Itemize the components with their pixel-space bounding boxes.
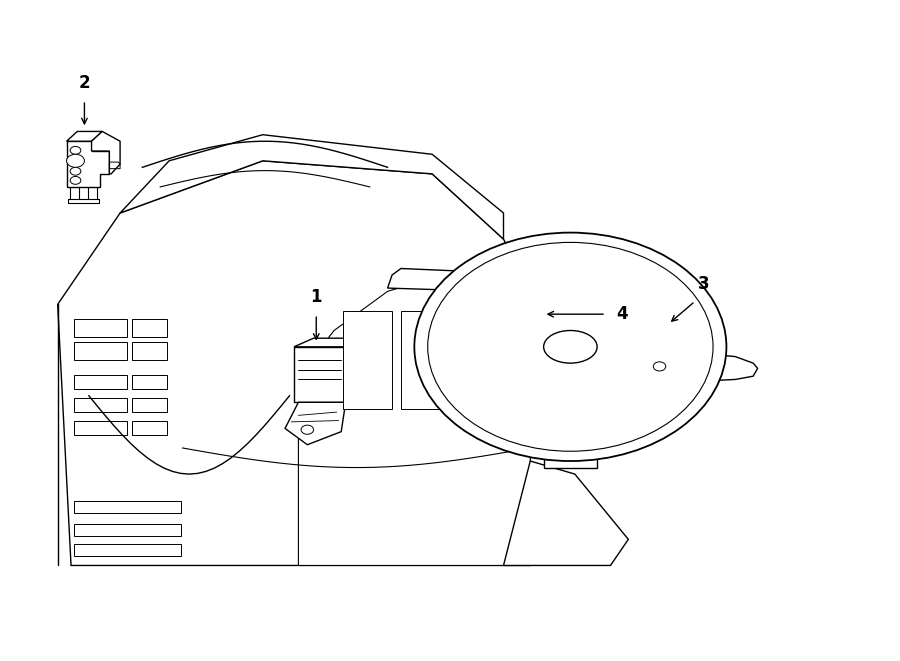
Bar xyxy=(74,544,181,556)
Bar xyxy=(131,342,167,360)
Bar xyxy=(544,389,597,467)
Circle shape xyxy=(70,147,81,154)
Polygon shape xyxy=(669,350,758,383)
Polygon shape xyxy=(294,347,346,403)
Bar xyxy=(74,420,127,435)
Polygon shape xyxy=(388,268,490,292)
Bar xyxy=(131,420,167,435)
Text: 1: 1 xyxy=(310,288,322,306)
Polygon shape xyxy=(58,161,530,565)
Bar xyxy=(74,375,127,389)
Polygon shape xyxy=(646,327,673,406)
Polygon shape xyxy=(92,132,120,174)
Circle shape xyxy=(70,167,81,175)
Bar xyxy=(74,502,181,513)
Polygon shape xyxy=(294,338,365,347)
Bar xyxy=(74,398,127,412)
Text: 4: 4 xyxy=(616,305,628,323)
Text: 2: 2 xyxy=(78,74,90,93)
Polygon shape xyxy=(299,278,530,565)
Bar xyxy=(131,319,167,337)
Bar xyxy=(74,319,127,337)
Polygon shape xyxy=(67,132,103,141)
Polygon shape xyxy=(503,461,628,565)
Ellipse shape xyxy=(428,243,713,451)
Bar xyxy=(131,398,167,412)
Text: 3: 3 xyxy=(698,275,710,293)
Bar xyxy=(401,311,441,408)
Polygon shape xyxy=(646,334,655,399)
Circle shape xyxy=(70,176,81,184)
Circle shape xyxy=(302,425,313,434)
Circle shape xyxy=(70,157,81,165)
Ellipse shape xyxy=(414,233,726,461)
Bar xyxy=(343,311,392,408)
Bar xyxy=(74,342,127,360)
Circle shape xyxy=(67,154,85,167)
Bar xyxy=(74,524,181,536)
Bar xyxy=(131,375,167,389)
Circle shape xyxy=(653,362,666,371)
Polygon shape xyxy=(120,135,503,239)
Polygon shape xyxy=(285,403,346,445)
Polygon shape xyxy=(346,338,365,403)
Polygon shape xyxy=(67,141,110,187)
Ellipse shape xyxy=(544,330,597,363)
